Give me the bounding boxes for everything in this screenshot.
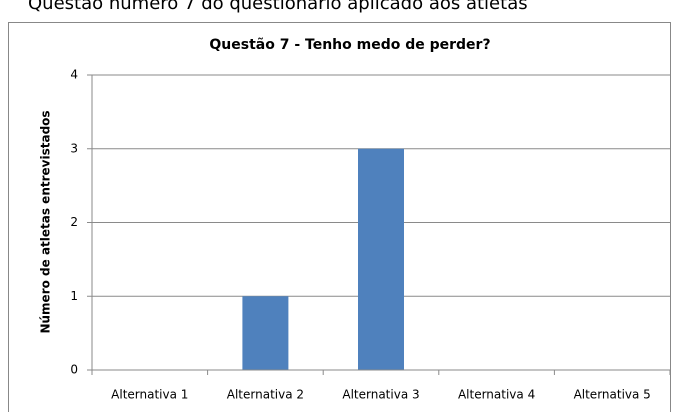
y-axis-label: Número de atletas entrevistados bbox=[39, 110, 53, 333]
y-tick-label: 2 bbox=[70, 215, 78, 229]
chart-frame bbox=[8, 22, 671, 412]
caption: Questão número 7 do questionário aplicad… bbox=[28, 0, 528, 14]
bar bbox=[242, 296, 289, 370]
x-tick-label: Alternativa 5 bbox=[574, 388, 651, 402]
x-tick-label: Alternativa 1 bbox=[111, 388, 188, 402]
chart-title: Questão 7 - Tenho medo de perder? bbox=[209, 37, 490, 53]
x-tick-label: Alternativa 4 bbox=[458, 388, 535, 402]
y-tick-label: 0 bbox=[70, 363, 78, 377]
x-tick-label: Alternativa 3 bbox=[342, 388, 419, 402]
bar bbox=[358, 148, 404, 370]
y-tick-label: 1 bbox=[70, 289, 78, 303]
x-tick-label: Alternativa 2 bbox=[227, 388, 304, 402]
y-tick-label: 4 bbox=[70, 68, 78, 82]
y-tick-label: 3 bbox=[70, 141, 78, 155]
